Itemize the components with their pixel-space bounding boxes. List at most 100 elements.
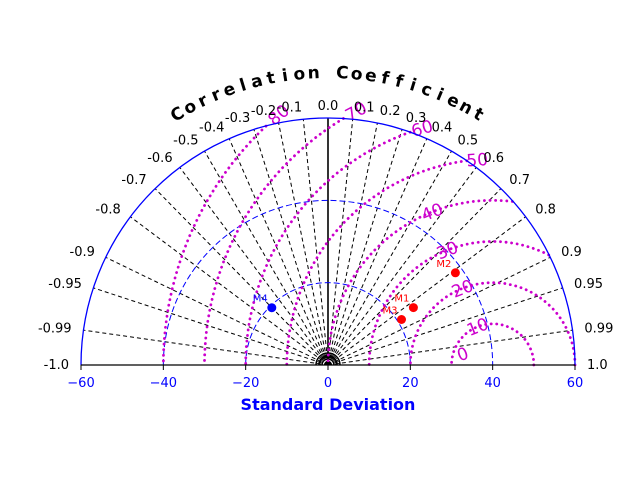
rms-contour-label: 40 <box>419 200 446 227</box>
point-M4 <box>267 303 277 313</box>
origin-arc <box>315 352 341 366</box>
rms-contour-70 <box>203 117 345 367</box>
correlation-tick-label: 0.5 <box>458 134 479 149</box>
correlation-line-20 <box>327 216 526 366</box>
origin-arc <box>321 358 335 366</box>
rms-contour-label: 20 <box>449 276 476 303</box>
correlation-line-14 <box>327 122 378 366</box>
std-circle-20 <box>245 282 411 366</box>
correlation-line-7 <box>204 150 329 366</box>
point-M2 <box>450 268 460 278</box>
correlation-line-8 <box>228 138 329 366</box>
title-char: c <box>418 79 434 101</box>
correlation-tick-label: 0.1 <box>354 100 375 115</box>
rms-contour-50 <box>285 159 469 367</box>
title-char: e <box>221 79 239 102</box>
correlation-tick-label: 0.99 <box>584 321 613 336</box>
correlation-line-6 <box>179 167 329 366</box>
correlation-tick-label: 0.7 <box>509 173 530 188</box>
title-char: f <box>393 71 406 92</box>
correlation-tick-label: -0.3 <box>225 111 250 126</box>
title-char: C <box>336 63 349 84</box>
correlation-tick-label: -0.6 <box>147 151 172 166</box>
title-char: e <box>364 65 378 86</box>
title-char: o <box>293 64 307 85</box>
x-tick-label: 0 <box>324 376 332 391</box>
title-char: o <box>350 64 364 85</box>
correlation-line-22 <box>327 287 563 366</box>
correlation-tick-label: 0.95 <box>574 277 603 292</box>
rms-contour-20 <box>408 281 577 367</box>
correlation-tick-label: -0.5 <box>173 134 198 149</box>
correlation-line-13 <box>327 119 354 366</box>
correlation-tick-label: 0.6 <box>483 151 504 166</box>
correlation-line-15 <box>327 129 403 366</box>
point-label: M2 <box>436 259 451 270</box>
rms-contour-label: 50 <box>466 150 489 172</box>
x-axis-label: Standard Deviation <box>241 395 416 414</box>
correlation-tick-label: -0.7 <box>121 173 146 188</box>
correlation-tick-label: 0.2 <box>380 104 401 119</box>
rms-contour-label: 0 <box>455 344 472 366</box>
correlation-line-11 <box>302 119 329 366</box>
correlation-tick-label: 0.9 <box>561 245 582 260</box>
rms-contour-40 <box>326 198 514 367</box>
x-tick-label: −20 <box>232 376 259 391</box>
point-M3 <box>397 315 406 324</box>
x-tick-label: 60 <box>567 376 584 391</box>
x-tick-label: 40 <box>484 376 501 391</box>
rms-contour-60 <box>244 130 412 367</box>
x-tick-label: 20 <box>402 376 419 391</box>
axes: -1.0-0.99-0.95-0.9-0.8-0.7-0.6-0.5-0.4-0… <box>38 99 613 391</box>
correlation-tick-label: -0.8 <box>95 203 120 218</box>
std-circles <box>162 199 494 366</box>
std-circle-40 <box>162 199 494 366</box>
title-char: i <box>433 85 446 106</box>
correlation-tick-label: -0.95 <box>48 277 82 292</box>
correlation-line-5 <box>154 188 329 366</box>
correlation-tick-label: -1.0 <box>44 358 69 373</box>
point-label: M1 <box>394 294 409 305</box>
correlation-line-18 <box>327 167 477 366</box>
correlation-line-2 <box>93 287 329 366</box>
title-char: a <box>249 71 265 93</box>
correlation-tick-label: -0.2 <box>251 104 276 119</box>
correlation-tick-label: 1.0 <box>587 358 608 373</box>
data-points: M1 M2 M3 M4 <box>253 259 460 324</box>
rms-contour-label: 10 <box>464 314 491 341</box>
title-char: l <box>237 75 248 96</box>
correlation-line-23 <box>327 329 573 366</box>
correlation-line-9 <box>253 129 329 366</box>
rms-contour-10 <box>450 322 536 367</box>
correlation-tick-label: 0.8 <box>535 203 556 218</box>
correlation-line-16 <box>327 138 428 366</box>
point-label: M3 <box>382 305 397 316</box>
point-M1 <box>408 303 418 313</box>
title-char: t <box>265 68 277 89</box>
title-char: i <box>407 75 418 96</box>
x-tick-label: −40 <box>150 376 177 391</box>
correlation-line-10 <box>278 122 329 366</box>
title-char: f <box>379 68 391 89</box>
correlation-tick-label: -0.9 <box>70 245 95 260</box>
correlation-tick-label: 0.3 <box>406 111 427 126</box>
x-tick-label: −60 <box>67 376 94 391</box>
rms-contour-80 <box>161 124 268 367</box>
correlation-tick-label: -0.4 <box>199 121 224 136</box>
correlation-line-19 <box>327 188 502 366</box>
correlation-tick-label: 0.4 <box>432 121 453 136</box>
correlation-tick-label: 0.0 <box>318 99 339 114</box>
title-char: i <box>281 66 290 87</box>
title-char: n <box>307 63 320 84</box>
point-label: M4 <box>253 294 268 305</box>
correlation-tick-label: -0.99 <box>38 321 72 336</box>
correlation-line-17 <box>327 150 452 366</box>
title-char: r <box>195 90 212 112</box>
correlation-line-4 <box>130 216 329 366</box>
correlation-line-21 <box>327 256 551 366</box>
correlation-line-1 <box>83 329 329 366</box>
correlation-tick-label: -0.1 <box>277 100 302 115</box>
